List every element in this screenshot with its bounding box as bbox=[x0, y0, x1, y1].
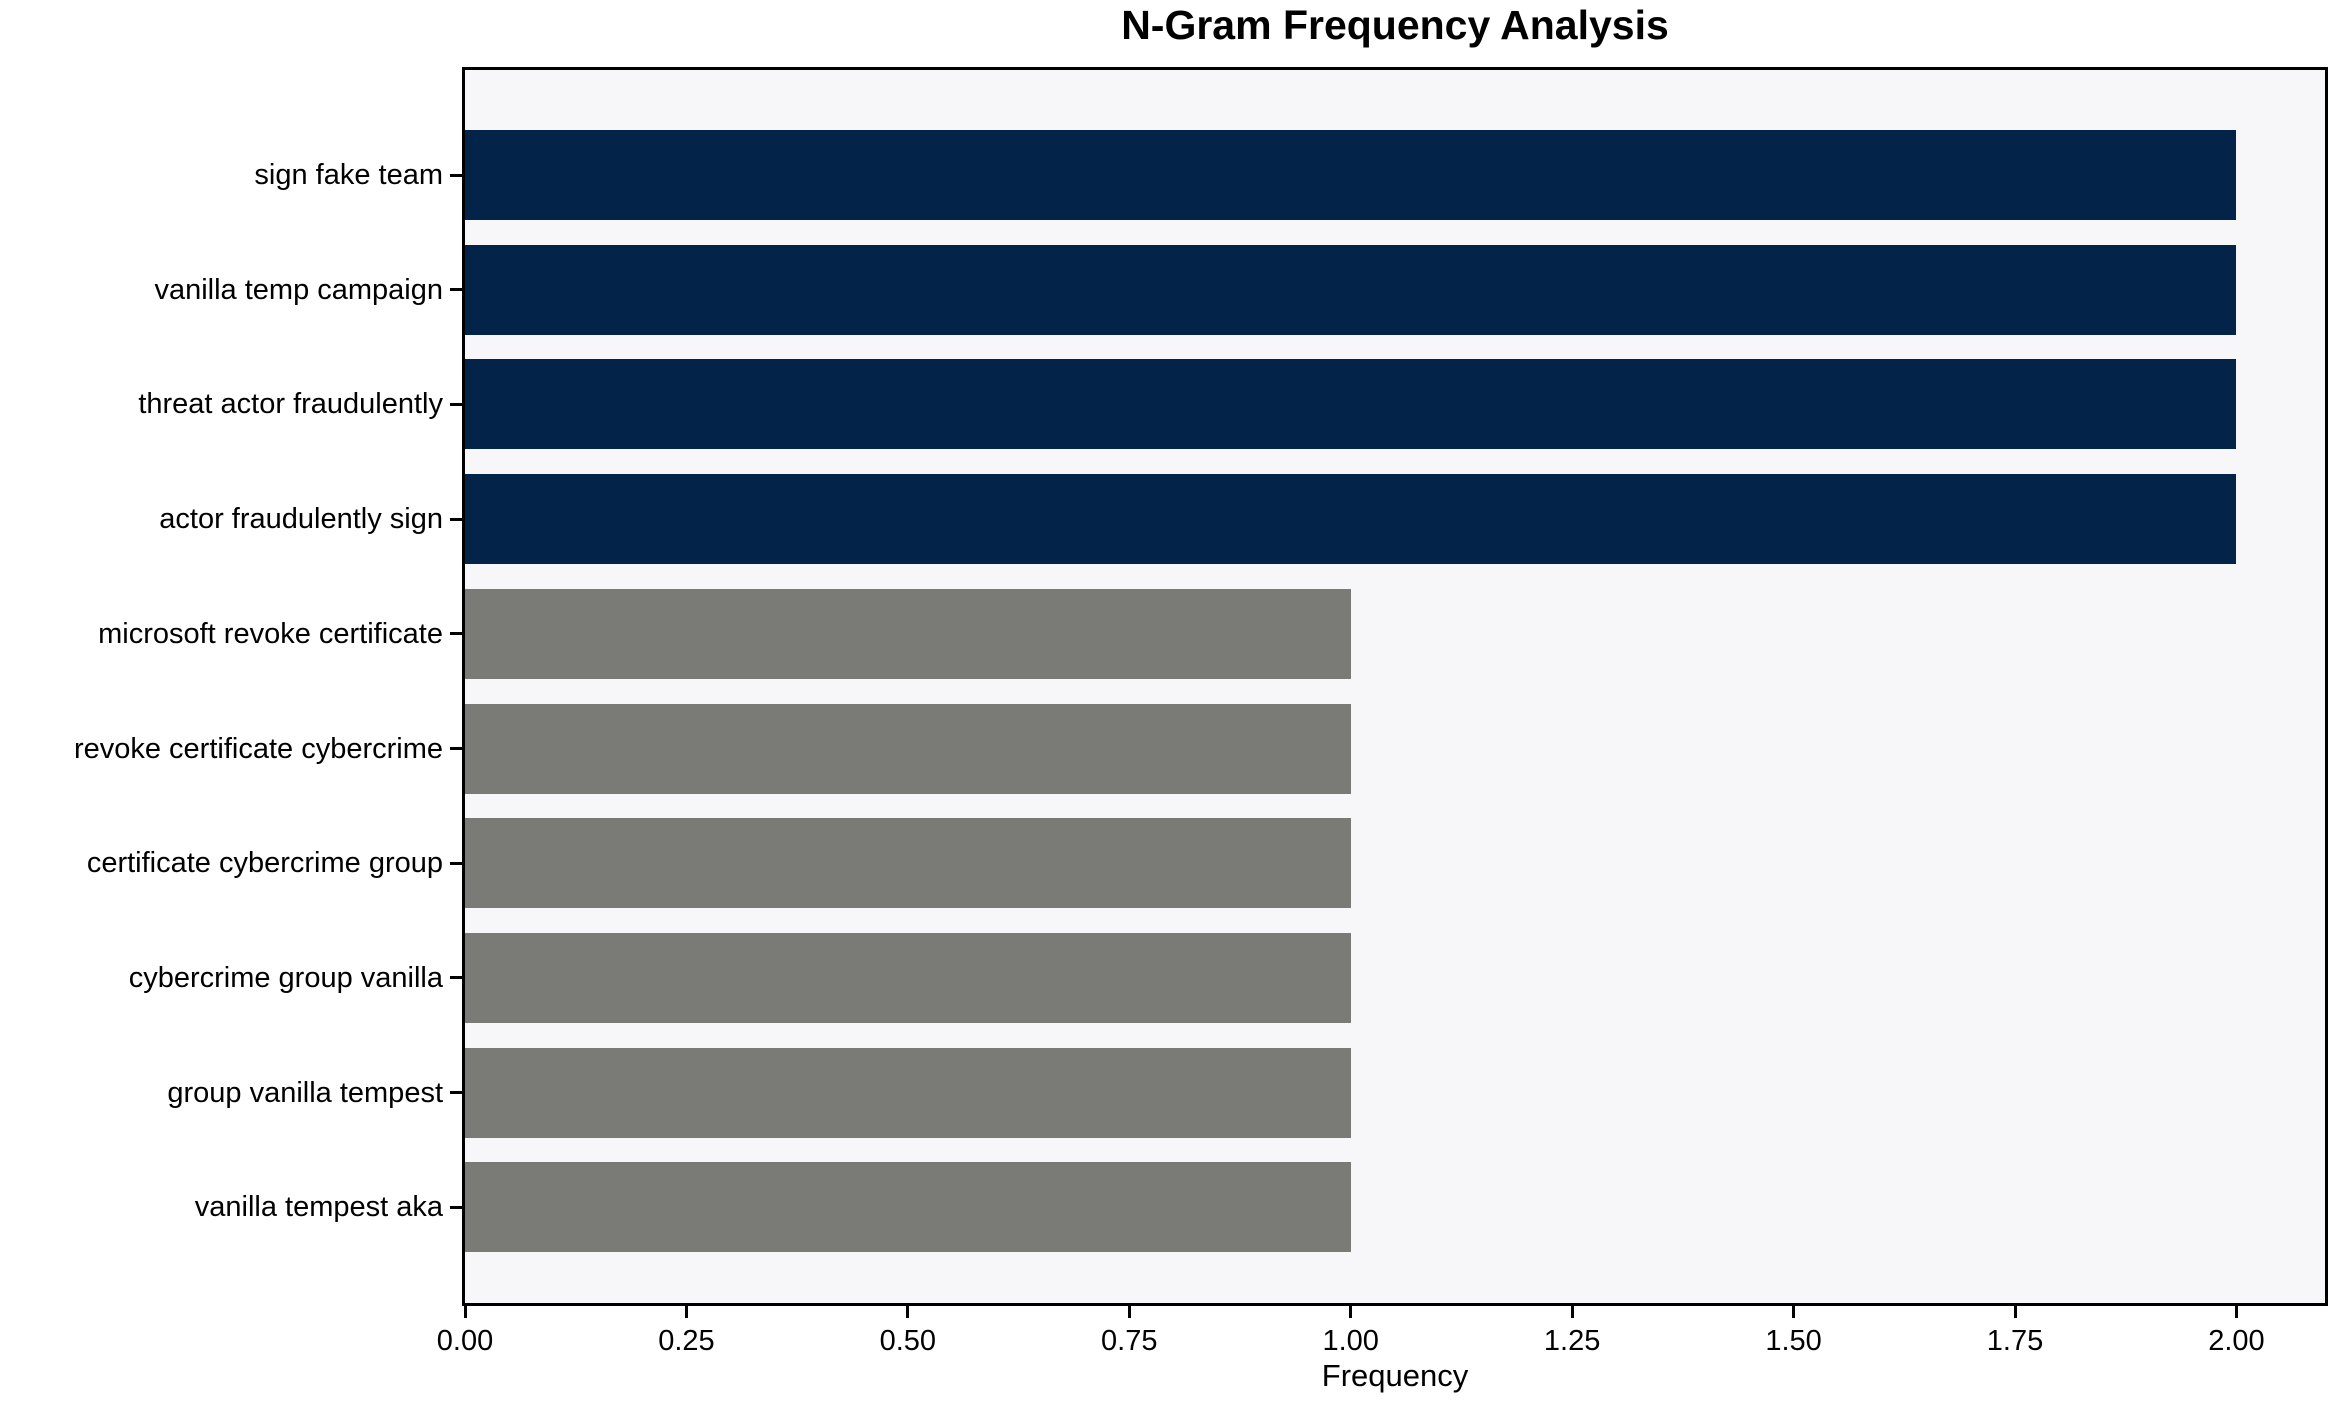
y-tick-mark bbox=[450, 173, 464, 177]
bar-threat-actor-fraudulently bbox=[465, 359, 2237, 450]
plot-area bbox=[465, 70, 2325, 1303]
bar-microsoft-revoke-certificate bbox=[465, 588, 1351, 679]
x-tick-mark bbox=[906, 1303, 910, 1318]
y-tick-label: vanilla tempest aka bbox=[194, 1191, 443, 1224]
x-tick-label: 0.50 bbox=[879, 1325, 937, 1357]
bar-revoke-certificate-cybercrime bbox=[465, 703, 1351, 794]
x-tick-label: 1.00 bbox=[1322, 1325, 1379, 1357]
bar-actor-fraudulently-sign bbox=[465, 474, 2237, 565]
y-tick-mark bbox=[450, 402, 464, 406]
x-tick-label: 2.00 bbox=[2208, 1325, 2265, 1357]
y-tick-mark bbox=[450, 517, 464, 521]
bar-group-vanilla-tempest bbox=[465, 1047, 1351, 1138]
x-tick-mark bbox=[1127, 1303, 1131, 1318]
chart-title: N-Gram Frequency Analysis bbox=[1121, 2, 1669, 48]
x-tick-label: 1.75 bbox=[1986, 1325, 2044, 1357]
x-tick-mark bbox=[2013, 1303, 2017, 1318]
x-axis-label: Frequency bbox=[1321, 1358, 1469, 1393]
y-tick-mark bbox=[450, 1091, 464, 1095]
x-tick-label: 0.75 bbox=[1101, 1325, 1158, 1357]
x-tick-label: 1.50 bbox=[1765, 1325, 1822, 1357]
x-tick-mark bbox=[2234, 1303, 2238, 1318]
y-tick-mark bbox=[450, 1205, 464, 1209]
x-tick-label: 0.00 bbox=[436, 1325, 494, 1357]
x-tick-mark bbox=[463, 1303, 467, 1318]
y-tick-label: revoke certificate cybercrime bbox=[73, 732, 443, 765]
y-tick-label: microsoft revoke certificate bbox=[98, 617, 443, 650]
bar-vanilla-temp-campaign bbox=[465, 244, 2237, 335]
y-tick-mark bbox=[450, 976, 464, 980]
x-tick-label: 1.25 bbox=[1543, 1325, 1601, 1357]
bar-certificate-cybercrime-group bbox=[465, 818, 1351, 909]
x-tick-mark bbox=[684, 1303, 688, 1318]
bar-vanilla-tempest-aka bbox=[465, 1162, 1351, 1253]
y-tick-mark bbox=[450, 861, 464, 865]
y-tick-label: vanilla temp campaign bbox=[154, 273, 443, 306]
x-tick-label: 0.25 bbox=[658, 1325, 715, 1357]
y-tick-mark bbox=[450, 288, 464, 292]
y-tick-label: certificate cybercrime group bbox=[86, 847, 443, 880]
y-tick-mark bbox=[450, 747, 464, 750]
y-tick-mark bbox=[450, 632, 464, 636]
y-tick-label: cybercrime group vanilla bbox=[128, 961, 443, 994]
y-tick-label: group vanilla tempest bbox=[167, 1076, 443, 1109]
x-tick-mark bbox=[1349, 1303, 1353, 1318]
bar-cybercrime-group-vanilla bbox=[465, 932, 1351, 1023]
x-tick-mark bbox=[1570, 1303, 1574, 1318]
bar-sign-fake-team bbox=[465, 130, 2237, 220]
y-tick-label: threat actor fraudulently bbox=[138, 388, 443, 421]
y-tick-label: sign fake team bbox=[254, 159, 443, 191]
y-tick-label: actor fraudulently sign bbox=[159, 503, 443, 536]
x-tick-mark bbox=[1792, 1303, 1796, 1318]
